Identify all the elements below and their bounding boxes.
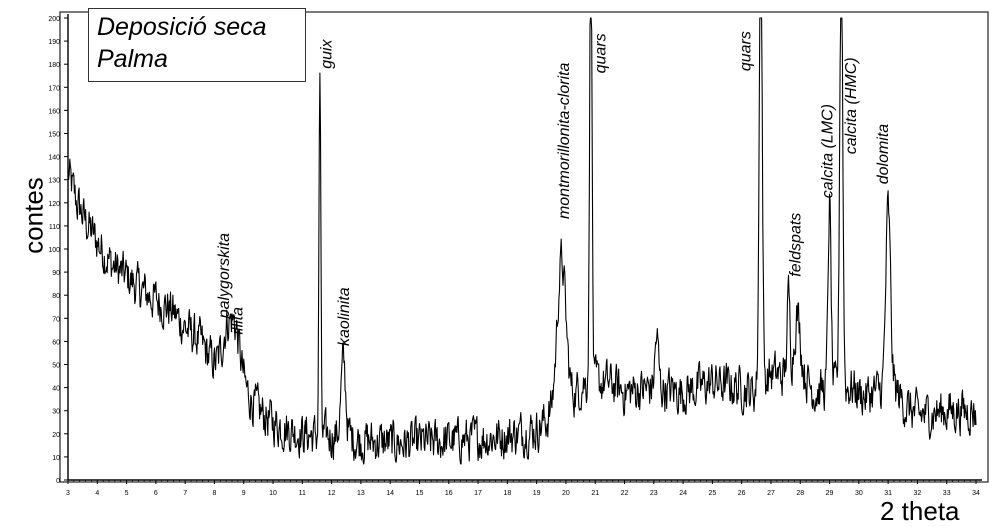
y-tick-label: 110 [49,224,60,231]
y-tick-label: 200 [48,16,60,23]
y-tick-label: 130 [48,178,60,185]
x-tick-label: 11 [299,490,306,497]
annotation-label: montmorillonita-clorita [556,62,573,219]
axis-tick-labels: 0 10 20 30 40 50 60 70 80 90 100 110 120 130 140 150 160… [48,16,980,497]
annotation-label: feldspats [787,213,804,277]
x-tick-label: 9 [242,490,246,497]
x-tick-label: 32 [914,490,922,497]
y-tick-label: 10 [52,455,60,462]
x-tick-label: 5 [125,490,129,497]
y-axis-label: contes [18,177,49,254]
y-tick-label: 70 [52,316,60,323]
annotation-label: quars [738,31,755,71]
y-tick-label: 160 [48,108,60,115]
x-axis-label: 2 theta [880,496,960,526]
x-tick-label: 29 [826,490,834,497]
x-tick-label: 25 [708,490,716,497]
x-tick-label: 8 [212,490,216,497]
x-tick-label: 13 [357,490,365,497]
x-tick-label: 31 [884,490,892,497]
y-tick-label: 50 [52,363,60,370]
annotation-label: guix [319,38,336,68]
x-tick-label: 20 [562,490,570,497]
annotation-label: calcita (LMC) [819,104,836,198]
y-tick-label: 100 [48,247,60,254]
y-tick-label: 90 [52,270,60,277]
x-tick-label: 17 [474,490,482,497]
x-tick-label: 15 [416,490,424,497]
annotation-label: calcita (HMC) [843,57,860,154]
y-tick-label: 0 [56,478,60,485]
y-tick-label: 140 [48,155,60,162]
y-tick-label: 80 [52,293,60,300]
x-tick-label: 4 [95,490,99,497]
y-tick-label: 150 [48,132,60,139]
x-tick-label: 21 [591,490,599,497]
x-tick-label: 3 [66,490,70,497]
annotation-label: quars [593,33,610,73]
diffraction-trace [67,17,977,465]
y-tick-label: 20 [52,432,60,439]
x-tick-label: 22 [621,490,629,497]
x-tick-label: 30 [855,490,863,497]
x-tick-label: 26 [738,490,746,497]
x-tick-label: 23 [650,490,658,497]
x-tick-label: 12 [328,490,336,497]
y-tick-label: 170 [48,85,60,92]
plot-border [59,11,989,483]
title-line-1: Deposició seca [97,13,267,41]
x-tick-label: 33 [943,490,951,497]
legend-box: Deposició seca Palma [88,8,306,82]
x-tick-label: 27 [767,490,775,497]
x-tick-label: 16 [445,490,453,497]
y-tick-label: 30 [52,409,60,416]
y-tick-label: 120 [48,201,60,208]
x-tick-label: 19 [533,490,541,497]
x-tick-label: 6 [154,490,158,497]
x-tick-label: 34 [972,490,980,497]
x-tick-label: 28 [796,490,804,497]
x-tick-label: 10 [269,490,277,497]
annotation-label: dolomita [875,124,892,185]
x-tick-label: 24 [679,490,687,497]
y-tick-label: 190 [48,39,60,46]
y-tick-label: 40 [52,386,60,393]
axis-ticks [64,14,982,484]
annotation-label: kaolinita [336,287,353,346]
annotation-label: palygorskita [216,233,233,319]
annotation-label: illita [229,307,246,335]
x-tick-label: 18 [503,490,511,497]
x-tick-label: 7 [183,490,187,497]
y-tick-label: 60 [52,339,60,346]
title-line-2: Palma [97,45,168,73]
y-tick-label: 180 [48,62,60,69]
x-tick-label: 14 [386,490,394,497]
